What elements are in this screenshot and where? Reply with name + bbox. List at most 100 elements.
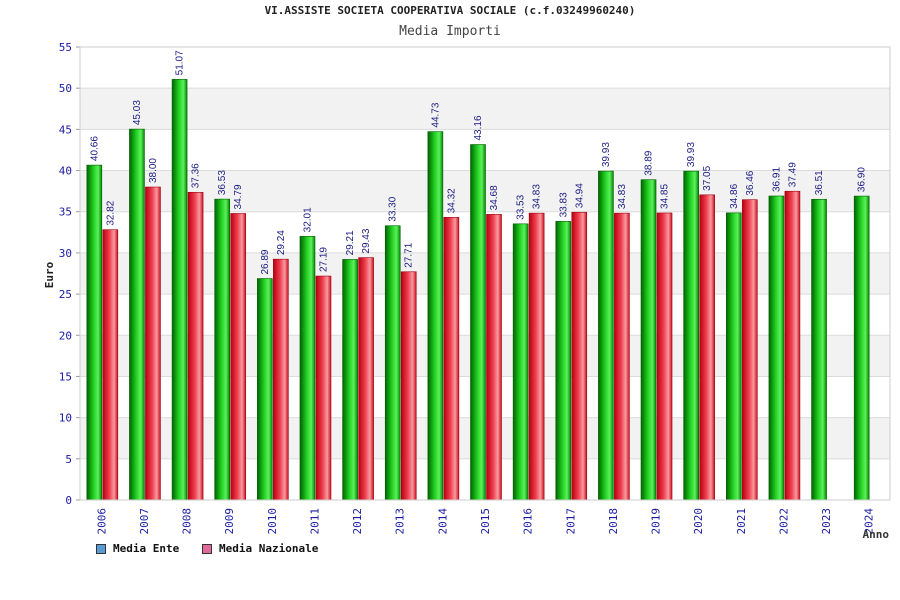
bar-media-nazionale (741, 199, 758, 501)
data-label-media-ente: 26.89 (260, 249, 271, 274)
bar-media-nazionale (656, 212, 673, 501)
bar-media-ente (257, 278, 273, 501)
bar-media-ente (768, 195, 785, 501)
data-label-media-ente: 45.03 (132, 100, 143, 125)
x-tick-label: 2013 (394, 508, 407, 535)
x-tick-label: 2017 (564, 508, 577, 535)
bar-media-nazionale (614, 212, 630, 501)
x-tick-label: 2023 (820, 508, 833, 535)
bar-media-nazionale (315, 275, 332, 501)
bar-media-ente (512, 223, 529, 501)
bar-media-ente (342, 259, 358, 501)
bar-media-nazionale (102, 229, 119, 501)
bar-media-nazionale (699, 194, 715, 501)
x-tick-label: 2011 (308, 508, 321, 535)
legend-label-media-ente: Media Ente (113, 542, 180, 555)
x-tick-label: 2008 (181, 508, 194, 535)
x-tick-label: 2020 (692, 508, 705, 535)
bar-media-nazionale (443, 217, 460, 501)
y-axis-label: Euro (43, 261, 56, 288)
chart-title: VI.ASSISTE SOCIETA COOPERATIVA SOCIALE (… (264, 4, 636, 17)
data-label-media-nazionale: 38.00 (148, 158, 159, 183)
y-tick-label: 20 (59, 329, 72, 342)
data-label-media-ente: 43.16 (473, 115, 484, 140)
data-label-media-ente: 36.53 (217, 170, 228, 195)
data-label-media-ente: 51.07 (175, 50, 186, 75)
bar-media-ente (171, 79, 188, 501)
grid-band (80, 47, 890, 89)
data-label-media-ente: 36.51 (814, 170, 825, 195)
data-label-media-ente: 33.53 (516, 194, 527, 219)
bar-media-ente (725, 212, 742, 501)
chart-subtitle: Media Importi (399, 24, 501, 39)
bar-media-ente (214, 198, 231, 501)
data-label-media-ente: 33.83 (558, 192, 569, 217)
bar-media-ente (853, 195, 870, 501)
data-label-media-nazionale: 34.85 (660, 183, 671, 208)
y-tick-label: 45 (59, 123, 72, 136)
data-label-media-ente: 29.21 (345, 230, 356, 255)
x-tick-label: 2010 (266, 508, 279, 535)
bar-media-nazionale (571, 211, 588, 501)
data-label-media-ente: 33.30 (388, 196, 399, 221)
x-tick-label: 2019 (650, 508, 663, 535)
y-tick-label: 25 (59, 288, 72, 301)
data-label-media-nazionale: 27.71 (404, 242, 415, 267)
bar-media-ente (555, 221, 572, 501)
data-label-media-ente: 32.01 (302, 207, 313, 232)
x-tick-label: 2022 (777, 508, 790, 535)
bar-media-ente (598, 170, 614, 501)
legend-item-media-ente: Media Ente (96, 542, 179, 555)
x-tick-label: 2021 (735, 508, 748, 535)
bar-media-ente (470, 144, 486, 501)
bar-media-nazionale (273, 258, 289, 501)
bar-media-nazionale (358, 257, 374, 501)
data-label-media-nazionale: 36.46 (745, 170, 756, 195)
data-label-media-ente: 34.86 (729, 183, 740, 208)
y-tick-label: 35 (59, 206, 72, 219)
y-tick-label: 55 (59, 41, 72, 54)
y-tick-label: 5 (65, 453, 72, 466)
y-tick-label: 15 (59, 370, 72, 383)
data-label-media-nazionale: 34.68 (489, 185, 500, 210)
y-tick-label: 30 (59, 247, 72, 260)
grid-band (80, 88, 890, 130)
data-label-media-nazionale: 34.83 (617, 184, 628, 209)
bar-media-nazionale (145, 186, 161, 501)
bar-media-nazionale (784, 190, 801, 501)
x-tick-label: 2012 (351, 508, 364, 535)
data-label-media-nazionale: 34.94 (574, 183, 585, 208)
bar-media-ente (427, 131, 444, 501)
y-tick-label: 0 (65, 494, 72, 507)
data-label-media-nazionale: 34.83 (532, 184, 543, 209)
legend-label-media-nazionale: Media Nazionale (219, 542, 319, 555)
data-label-media-ente: 36.91 (771, 167, 782, 192)
data-label-media-ente: 40.66 (89, 136, 100, 161)
x-axis-label: Anno (863, 528, 890, 541)
bar-media-ente (129, 128, 145, 501)
data-label-media-nazionale: 29.24 (276, 230, 287, 255)
y-tick-label: 40 (59, 165, 72, 178)
x-tick-label: 2016 (522, 508, 535, 535)
x-tick-label: 2015 (479, 508, 492, 535)
x-tick-label: 2018 (607, 508, 620, 535)
data-label-media-nazionale: 27.19 (318, 247, 329, 272)
data-label-media-ente: 36.90 (857, 167, 868, 192)
data-label-media-nazionale: 37.49 (787, 162, 798, 187)
data-label-media-ente: 39.93 (686, 142, 697, 167)
bar-media-nazionale (187, 191, 204, 501)
x-tick-label: 2006 (95, 508, 108, 535)
data-label-media-nazionale: 34.79 (233, 184, 244, 209)
bar-media-ente (384, 225, 401, 501)
bar-media-ente (299, 236, 316, 501)
bar-media-ente (640, 179, 657, 501)
bar-media-ente (811, 198, 827, 501)
x-tick-label: 2009 (223, 508, 236, 535)
bar-media-ente (86, 164, 103, 501)
data-label-media-nazionale: 37.05 (702, 165, 713, 190)
bar-media-nazionale (528, 212, 545, 501)
legend-swatch-media-ente (96, 543, 106, 554)
bar-media-nazionale (486, 214, 502, 501)
legend-swatch-media-nazionale (202, 543, 212, 554)
data-label-media-nazionale: 32.82 (105, 200, 116, 225)
